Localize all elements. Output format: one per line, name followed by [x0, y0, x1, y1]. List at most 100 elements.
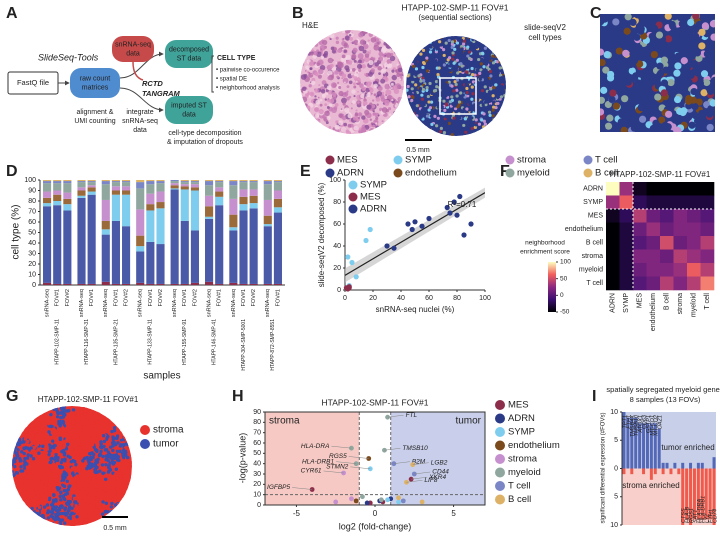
st-bead	[421, 36, 425, 40]
he-texture	[362, 100, 368, 106]
st-bead	[660, 79, 669, 87]
spatial-bead	[38, 456, 42, 461]
he-texture	[376, 103, 379, 106]
bar-segment	[239, 283, 248, 285]
bar-label: FOV#1	[241, 289, 247, 306]
st-bead	[470, 116, 474, 120]
bar-segment	[146, 204, 155, 211]
st-bead	[479, 62, 483, 66]
spatial-bead	[12, 494, 14, 499]
spatial-bead	[12, 520, 17, 524]
heat-cell	[660, 195, 674, 210]
st-bead	[476, 126, 481, 130]
he-texture	[369, 118, 372, 121]
st-bead	[496, 101, 500, 106]
st-bead	[470, 66, 474, 71]
he-texture	[381, 130, 387, 134]
st-bead	[455, 78, 460, 82]
st-bead	[425, 114, 430, 118]
analysis-title: CELL TYPE	[217, 55, 256, 62]
spatial-bead	[13, 491, 17, 496]
bar-segment	[87, 194, 96, 284]
he-texture	[320, 48, 323, 51]
spatial-bead	[56, 455, 60, 460]
spatial-bead	[59, 490, 63, 494]
spatial-bead	[14, 433, 18, 437]
st-bead	[406, 129, 409, 133]
st-bead	[426, 94, 430, 99]
spatial-bead	[91, 496, 96, 500]
spatial-bead	[109, 509, 114, 514]
st-bead	[685, 78, 693, 87]
st-bead	[502, 39, 506, 43]
he-texture	[383, 37, 389, 43]
st-bead	[416, 128, 420, 132]
spatial-bead	[111, 444, 115, 448]
bar-segment	[215, 205, 224, 284]
tissue-title: HTAPP-102-SMP-11 FOV#1	[402, 2, 509, 12]
st-bead	[436, 105, 440, 109]
heat-cell	[606, 222, 620, 237]
spatial-bead	[91, 515, 96, 519]
point	[367, 226, 373, 233]
bar	[653, 468, 657, 475]
spatial-bead	[14, 438, 18, 443]
bar	[653, 423, 657, 469]
spatial-bead	[121, 469, 125, 473]
spatial-bead	[120, 490, 124, 494]
he-texture	[319, 32, 323, 35]
spatial-bead	[106, 470, 111, 474]
spatial-bead	[22, 513, 27, 517]
spatial-bead	[70, 450, 75, 454]
gene-label: ATOX1	[638, 415, 644, 434]
he-texture	[364, 109, 370, 115]
st-bead	[462, 123, 466, 128]
st-bead	[621, 95, 629, 103]
spatial-bead	[104, 501, 109, 505]
st-bead	[421, 76, 425, 80]
st-bead	[667, 78, 675, 87]
st-bead	[700, 70, 709, 78]
spatial-bead	[68, 418, 72, 423]
st-bead	[496, 44, 500, 48]
spatial-bead	[17, 437, 21, 441]
st-bead	[475, 36, 479, 39]
series-label: tumor enriched	[661, 443, 714, 452]
bar-segment	[53, 190, 62, 195]
st-bead	[410, 98, 414, 103]
he-texture	[384, 118, 388, 122]
spatial-bead	[118, 517, 123, 522]
he-texture	[377, 85, 383, 92]
he-texture	[357, 59, 362, 64]
spatial-bead	[33, 521, 38, 525]
he-texture	[337, 62, 344, 69]
spatial-bead	[98, 469, 102, 473]
st-bead	[444, 94, 448, 98]
spatial-bead	[127, 512, 131, 517]
heat-cell	[619, 276, 634, 291]
spatial-bead	[82, 510, 86, 514]
heat-cell	[687, 209, 701, 223]
st-bead	[502, 107, 506, 111]
st-bead	[492, 79, 496, 83]
bar	[661, 468, 665, 475]
bar-segment	[180, 182, 189, 185]
heat-cell	[646, 195, 661, 210]
spatial-bead	[16, 518, 20, 522]
heat-cell	[700, 209, 715, 223]
spatial-bead	[114, 467, 119, 471]
st-bead	[421, 128, 425, 132]
he-texture	[341, 77, 343, 79]
gene-label: STMN2	[326, 464, 348, 471]
st-bead	[406, 65, 408, 69]
tool-name: SlideSeq-Tools	[38, 52, 99, 62]
st-bead	[406, 121, 410, 126]
st-bead	[492, 72, 497, 76]
spatial-bead	[114, 480, 118, 485]
spatial-bead	[109, 414, 113, 418]
he-texture	[399, 46, 404, 50]
spatial-bead	[81, 495, 85, 499]
st-bead	[476, 89, 480, 93]
st-bead	[408, 56, 413, 60]
spatial-bead	[99, 520, 104, 524]
